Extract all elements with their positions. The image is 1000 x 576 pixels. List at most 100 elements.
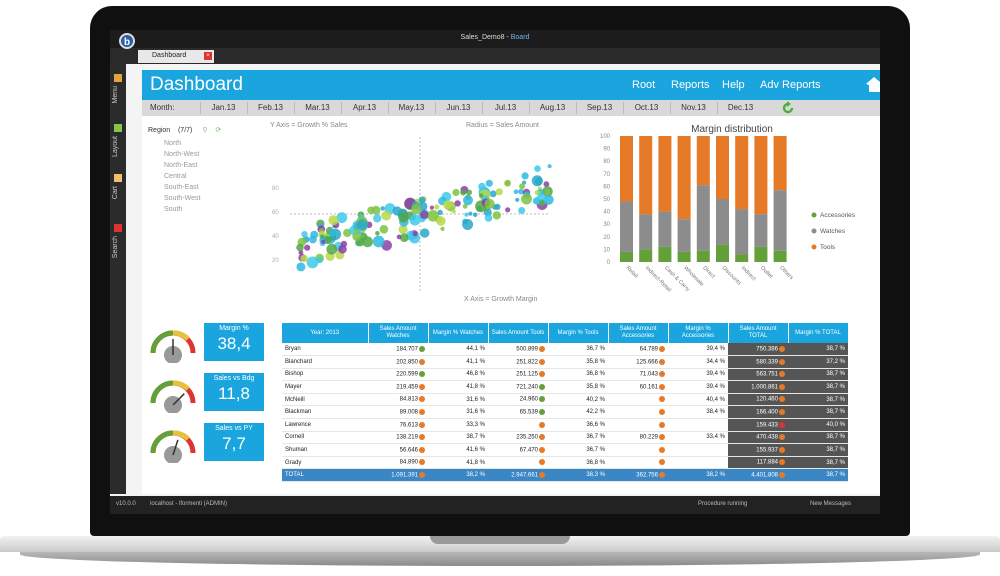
gauge-icon — [150, 330, 196, 363]
bar-segment — [639, 214, 653, 250]
status-dot-icon — [539, 471, 545, 478]
month-oct13[interactable]: Oct.13 — [623, 102, 669, 114]
table-row[interactable]: Grady 84.890 41,8 % 36,8 % 117.884 38,7 % — [282, 456, 848, 470]
kpi-value: 7,7 — [222, 434, 246, 453]
month-apr13[interactable]: Apr.13 — [341, 102, 387, 114]
chart-ytick: 100 — [600, 134, 611, 140]
bar-segment — [716, 199, 729, 245]
bubble-point — [547, 164, 552, 169]
table-row[interactable]: Bishop 220.599 46,8 % 251.125 36,8 % 71.043 39… — [282, 368, 848, 382]
region-item[interactable]: North-East — [164, 162, 198, 169]
month-dec13[interactable]: Dec.13 — [717, 102, 763, 114]
table-row[interactable]: Cornell 138.219 38,7 % 235.250 36,7 % 80.229 3… — [282, 431, 848, 445]
cell-margin: 41,8 % — [428, 456, 488, 470]
status-dot-icon — [659, 396, 665, 403]
column-header[interactable]: Margin % Tools — [548, 323, 609, 343]
cell-margin: 38,4 % — [668, 405, 728, 420]
legend-marker — [811, 212, 817, 218]
nav-reports[interactable]: Reports — [671, 79, 710, 91]
table-row[interactable]: Blanchard 202.850 41,1 % 251.822 35,8 % 125.6… — [282, 355, 848, 369]
chart-ytick: 40 — [603, 210, 610, 216]
table-row[interactable]: Lawrence 76.613 33,3 % 36,6 % 159.433 40,0 % — [282, 418, 848, 432]
cell-margin: 40,2 % — [548, 393, 608, 407]
kpi-value-box: Sales vs Bdg 11,8 — [204, 373, 264, 411]
bar-segment — [620, 201, 633, 252]
region-item[interactable]: South-East — [164, 184, 199, 191]
status-dot-icon — [779, 345, 785, 352]
month-mar13[interactable]: Mar.13 — [294, 102, 340, 114]
bubble-point — [464, 212, 469, 217]
column-header[interactable]: Sales Amount TOTAL — [728, 323, 789, 343]
month-jul13[interactable]: Jul.13 — [482, 102, 528, 114]
search-icon[interactable]: ⚲ — [202, 127, 208, 134]
column-header[interactable]: Sales Amount Watches — [368, 323, 429, 343]
bubble-point — [539, 200, 545, 207]
bar-segment — [639, 136, 653, 215]
region-item[interactable]: Central — [164, 173, 187, 180]
bubble-radius-label: Radius = Sales Amount — [466, 122, 539, 129]
amount-text: 219.459 — [396, 384, 418, 391]
server-text: localhost - lformenti (ADMIN) — [150, 501, 228, 507]
status-dot-icon — [539, 358, 545, 365]
tab-dashboard[interactable]: Dashboard × — [138, 50, 214, 63]
month-feb13[interactable]: Feb.13 — [247, 102, 293, 114]
table-row[interactable]: Mayer 219.459 41,8 % 721.240 35,8 % 60.161 39,… — [282, 380, 848, 394]
column-header[interactable]: Margin % TOTAL — [788, 323, 849, 343]
month-jan13[interactable]: Jan.13 — [200, 102, 246, 114]
cell-amount: 470.438 — [728, 431, 788, 445]
cell-amount — [608, 456, 668, 470]
refresh-small-icon[interactable]: ⟳ — [215, 127, 222, 134]
status-dot-icon — [659, 371, 665, 378]
column-header[interactable]: Sales Amount Tools — [488, 323, 549, 343]
column-header[interactable]: Margin % Accessories — [668, 323, 729, 343]
sidebar-item-layout[interactable]: Layout — [112, 136, 119, 158]
region-label: Region — [148, 127, 171, 134]
close-icon[interactable]: × — [204, 52, 212, 60]
cell-margin: 36,7 % — [548, 443, 608, 457]
bubble-point — [429, 205, 434, 210]
table-row[interactable]: McNeill 84.813 31,6 % 24.960 40,2 % 40,4 % 120… — [282, 393, 848, 407]
month-sep13[interactable]: Sep.13 — [576, 102, 622, 114]
kpi-card: Sales vs PY 7,7 — [148, 423, 268, 463]
bubble-point — [484, 198, 495, 209]
home-icon[interactable] — [866, 76, 880, 92]
month-jun13[interactable]: Jun.13 — [435, 102, 481, 114]
bubble-point — [296, 243, 304, 252]
amount-text: 202.850 — [396, 359, 418, 366]
status-dot-icon — [419, 434, 425, 441]
cell-amount: 65.539 — [488, 405, 548, 420]
column-header[interactable]: Margin % Watches — [428, 323, 489, 343]
amount-text: 120.460 — [756, 396, 778, 403]
nav-root[interactable]: Root — [632, 79, 656, 91]
nav-help[interactable]: Help — [722, 79, 745, 91]
messages-text[interactable]: New Messages — [810, 501, 852, 507]
bubble-point — [310, 230, 319, 239]
refresh-icon[interactable] — [781, 101, 795, 115]
cell-margin: 46,8 % — [428, 368, 488, 382]
region-item[interactable]: South-West — [164, 195, 201, 202]
region-item[interactable]: North-West — [164, 151, 200, 158]
table-row[interactable]: Shuman 56.646 41,6 % 67.470 36,7 % 155.937 38,… — [282, 443, 848, 457]
status-dot-icon — [779, 446, 785, 453]
month-may13[interactable]: May.13 — [388, 102, 434, 114]
cell-amount: 235.250 — [488, 431, 548, 445]
bubble-point — [298, 250, 304, 255]
sidebar-item-search[interactable]: Search — [112, 236, 119, 259]
app-logo-icon[interactable]: b — [119, 33, 135, 49]
region-item[interactable]: North — [164, 140, 182, 147]
sidebar-item-cart[interactable]: Cart — [112, 186, 119, 200]
month-nov13[interactable]: Nov.13 — [670, 102, 716, 114]
sidebar-item-menu[interactable]: Menu — [112, 86, 119, 104]
amount-text: 563.751 — [756, 371, 778, 378]
table-row[interactable]: Blackman 89.008 31,6 % 65.539 42,2 % 38,4 % 16… — [282, 405, 848, 420]
region-item[interactable]: South — [164, 206, 183, 213]
nav-adv-reports[interactable]: Adv Reports — [760, 79, 821, 91]
column-header[interactable]: Year: 2013 — [282, 323, 369, 343]
column-header[interactable]: Sales Amount Accessories — [608, 323, 669, 343]
table-row[interactable]: Bryan 184.707 44,1 % 500.899 36,7 % 64.789 39,… — [282, 343, 848, 357]
status-dot-icon — [779, 471, 785, 478]
bubble-point — [396, 234, 402, 240]
kpi-card: Margin % 38,4 — [148, 323, 268, 363]
month-aug13[interactable]: Aug.13 — [529, 102, 575, 114]
status-dot-icon — [779, 434, 785, 441]
